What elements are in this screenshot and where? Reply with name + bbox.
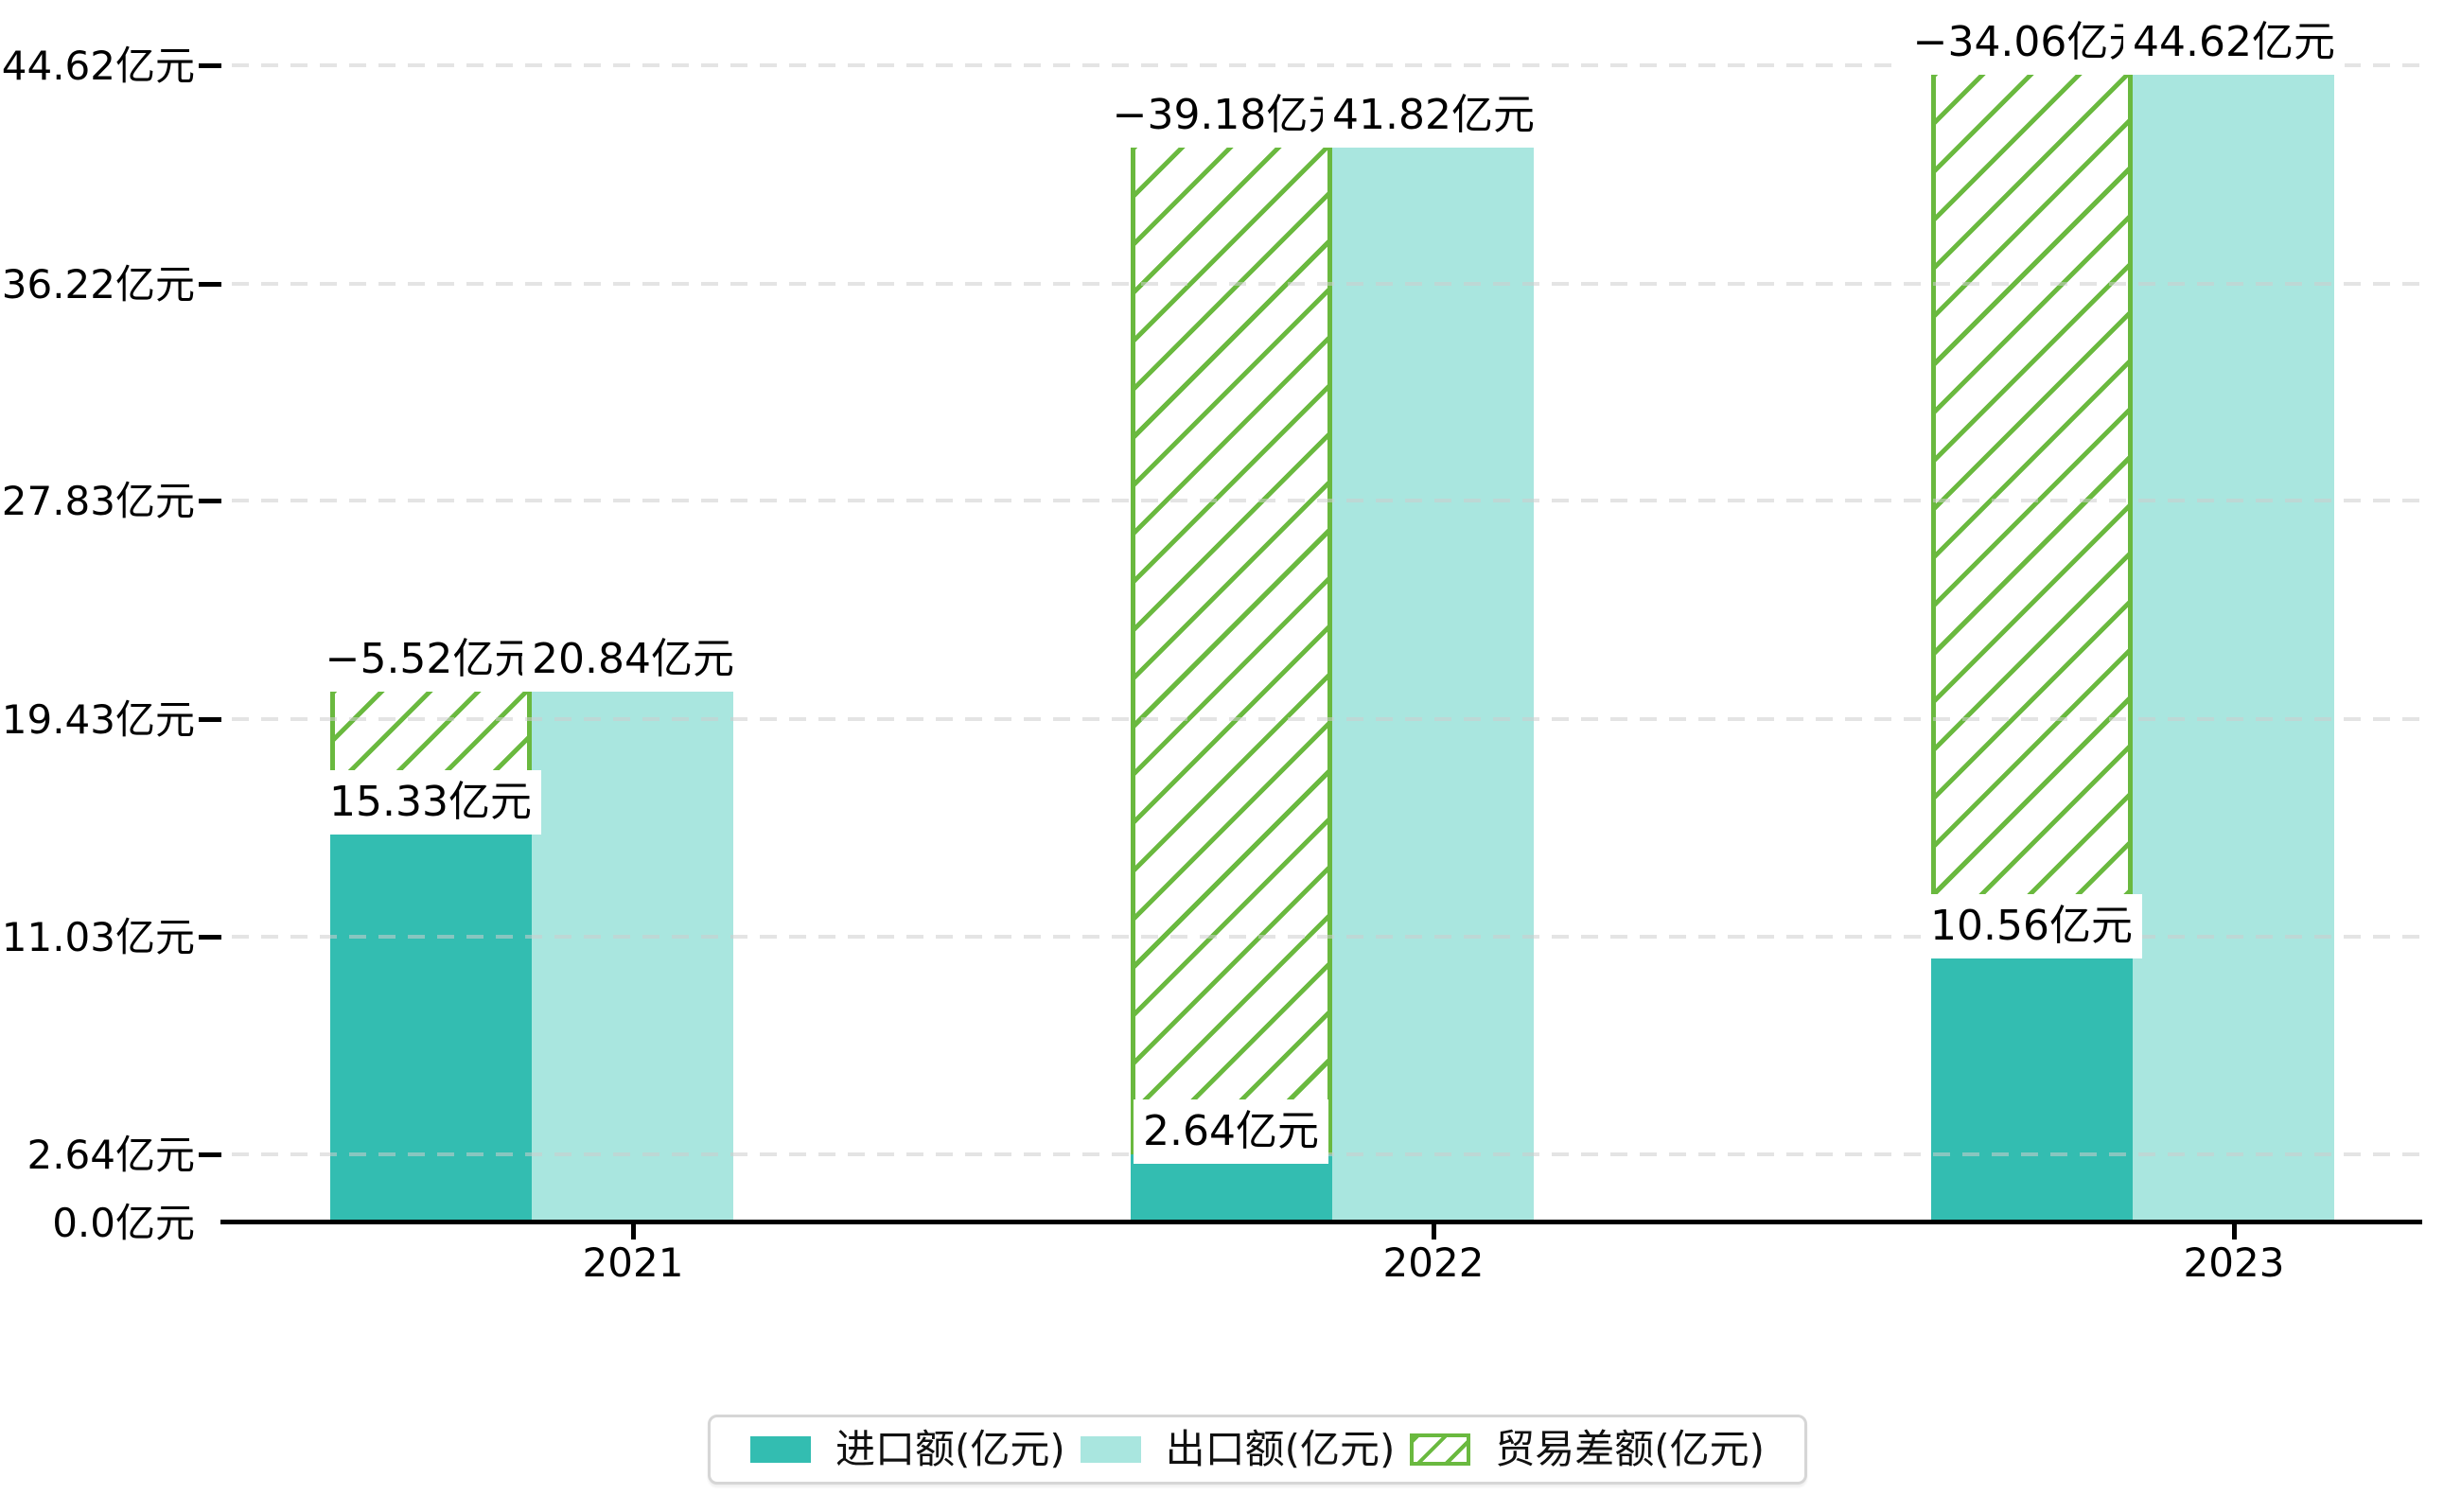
x-tick-label-2022: 2022 [1382,1239,1485,1286]
gridline [232,281,2422,286]
gridline [232,716,2422,721]
y-tick-label: 2.64亿元 [26,1131,195,1178]
bar-export-2021 [532,681,733,1222]
import-value-label: 2.64亿元 [1134,1099,1328,1164]
export-value-label: 44.62亿元 [2123,10,2345,76]
legend-item-balance: 贸易差额(亿元) [1410,1428,1765,1471]
bar-balance-2022 [1131,138,1332,1154]
bar-balance-2023 [1931,65,2133,949]
y-tick-mark [199,934,221,940]
export-value-label: 41.82亿元 [1323,83,1544,149]
y-tick-mark [199,281,221,287]
export-swatch-icon [1080,1436,1141,1463]
y-tick-mark [199,499,221,504]
y-tick-label: 27.83亿元 [1,478,195,525]
bar-export-2023 [2133,65,2334,1222]
bar-import-2023 [1931,948,2133,1222]
y-tick-mark [199,716,221,722]
legend-item-export: 出口额(亿元) [1080,1426,1396,1472]
balance-value-label: −39.18亿元 [1102,83,1360,149]
export-value-label: 20.84亿元 [522,626,744,692]
x-tick-label-2021: 2021 [582,1239,684,1286]
import-swatch-icon [750,1436,811,1463]
legend: 进口额(亿元) 出口额(亿元) 贸易差额(亿元) [708,1415,1807,1485]
y-tick-label: 19.43亿元 [1,695,195,743]
x-tick-mark [2232,1224,2237,1239]
x-axis-line [220,1220,2422,1224]
gridline [232,63,2422,68]
bar-import-2022 [1131,1153,1332,1222]
y-tick-label: 11.03亿元 [1,913,195,960]
gridline [232,934,2422,939]
y-tick-label: 0.0亿元 [52,1200,195,1246]
import-value-label: 10.56亿元 [1921,893,2142,958]
legend-label-import: 进口额(亿元) [835,1426,1065,1472]
y-tick-label: 44.62亿元 [1,43,195,90]
legend-label-export: 出口额(亿元) [1165,1426,1396,1472]
y-tick-mark [199,63,221,69]
y-tick-mark [199,1152,221,1157]
bar-import-2021 [330,824,532,1222]
balance-hatched-swatch-icon [1410,1433,1471,1466]
bar-export-2022 [1332,138,1534,1222]
y-tick-label: 36.22亿元 [1,260,195,308]
legend-label-balance: 贸易差额(亿元) [1495,1426,1765,1472]
balance-value-label: −5.52亿元 [315,626,546,692]
import-value-label: 15.33亿元 [320,769,541,835]
x-tick-mark [631,1224,636,1239]
x-tick-label-2023: 2023 [2183,1239,2285,1286]
balance-value-label: −34.06亿元 [1903,10,2160,76]
x-tick-mark [1432,1224,1436,1239]
legend-item-import: 进口额(亿元) [750,1428,1065,1471]
gridline [232,499,2422,503]
